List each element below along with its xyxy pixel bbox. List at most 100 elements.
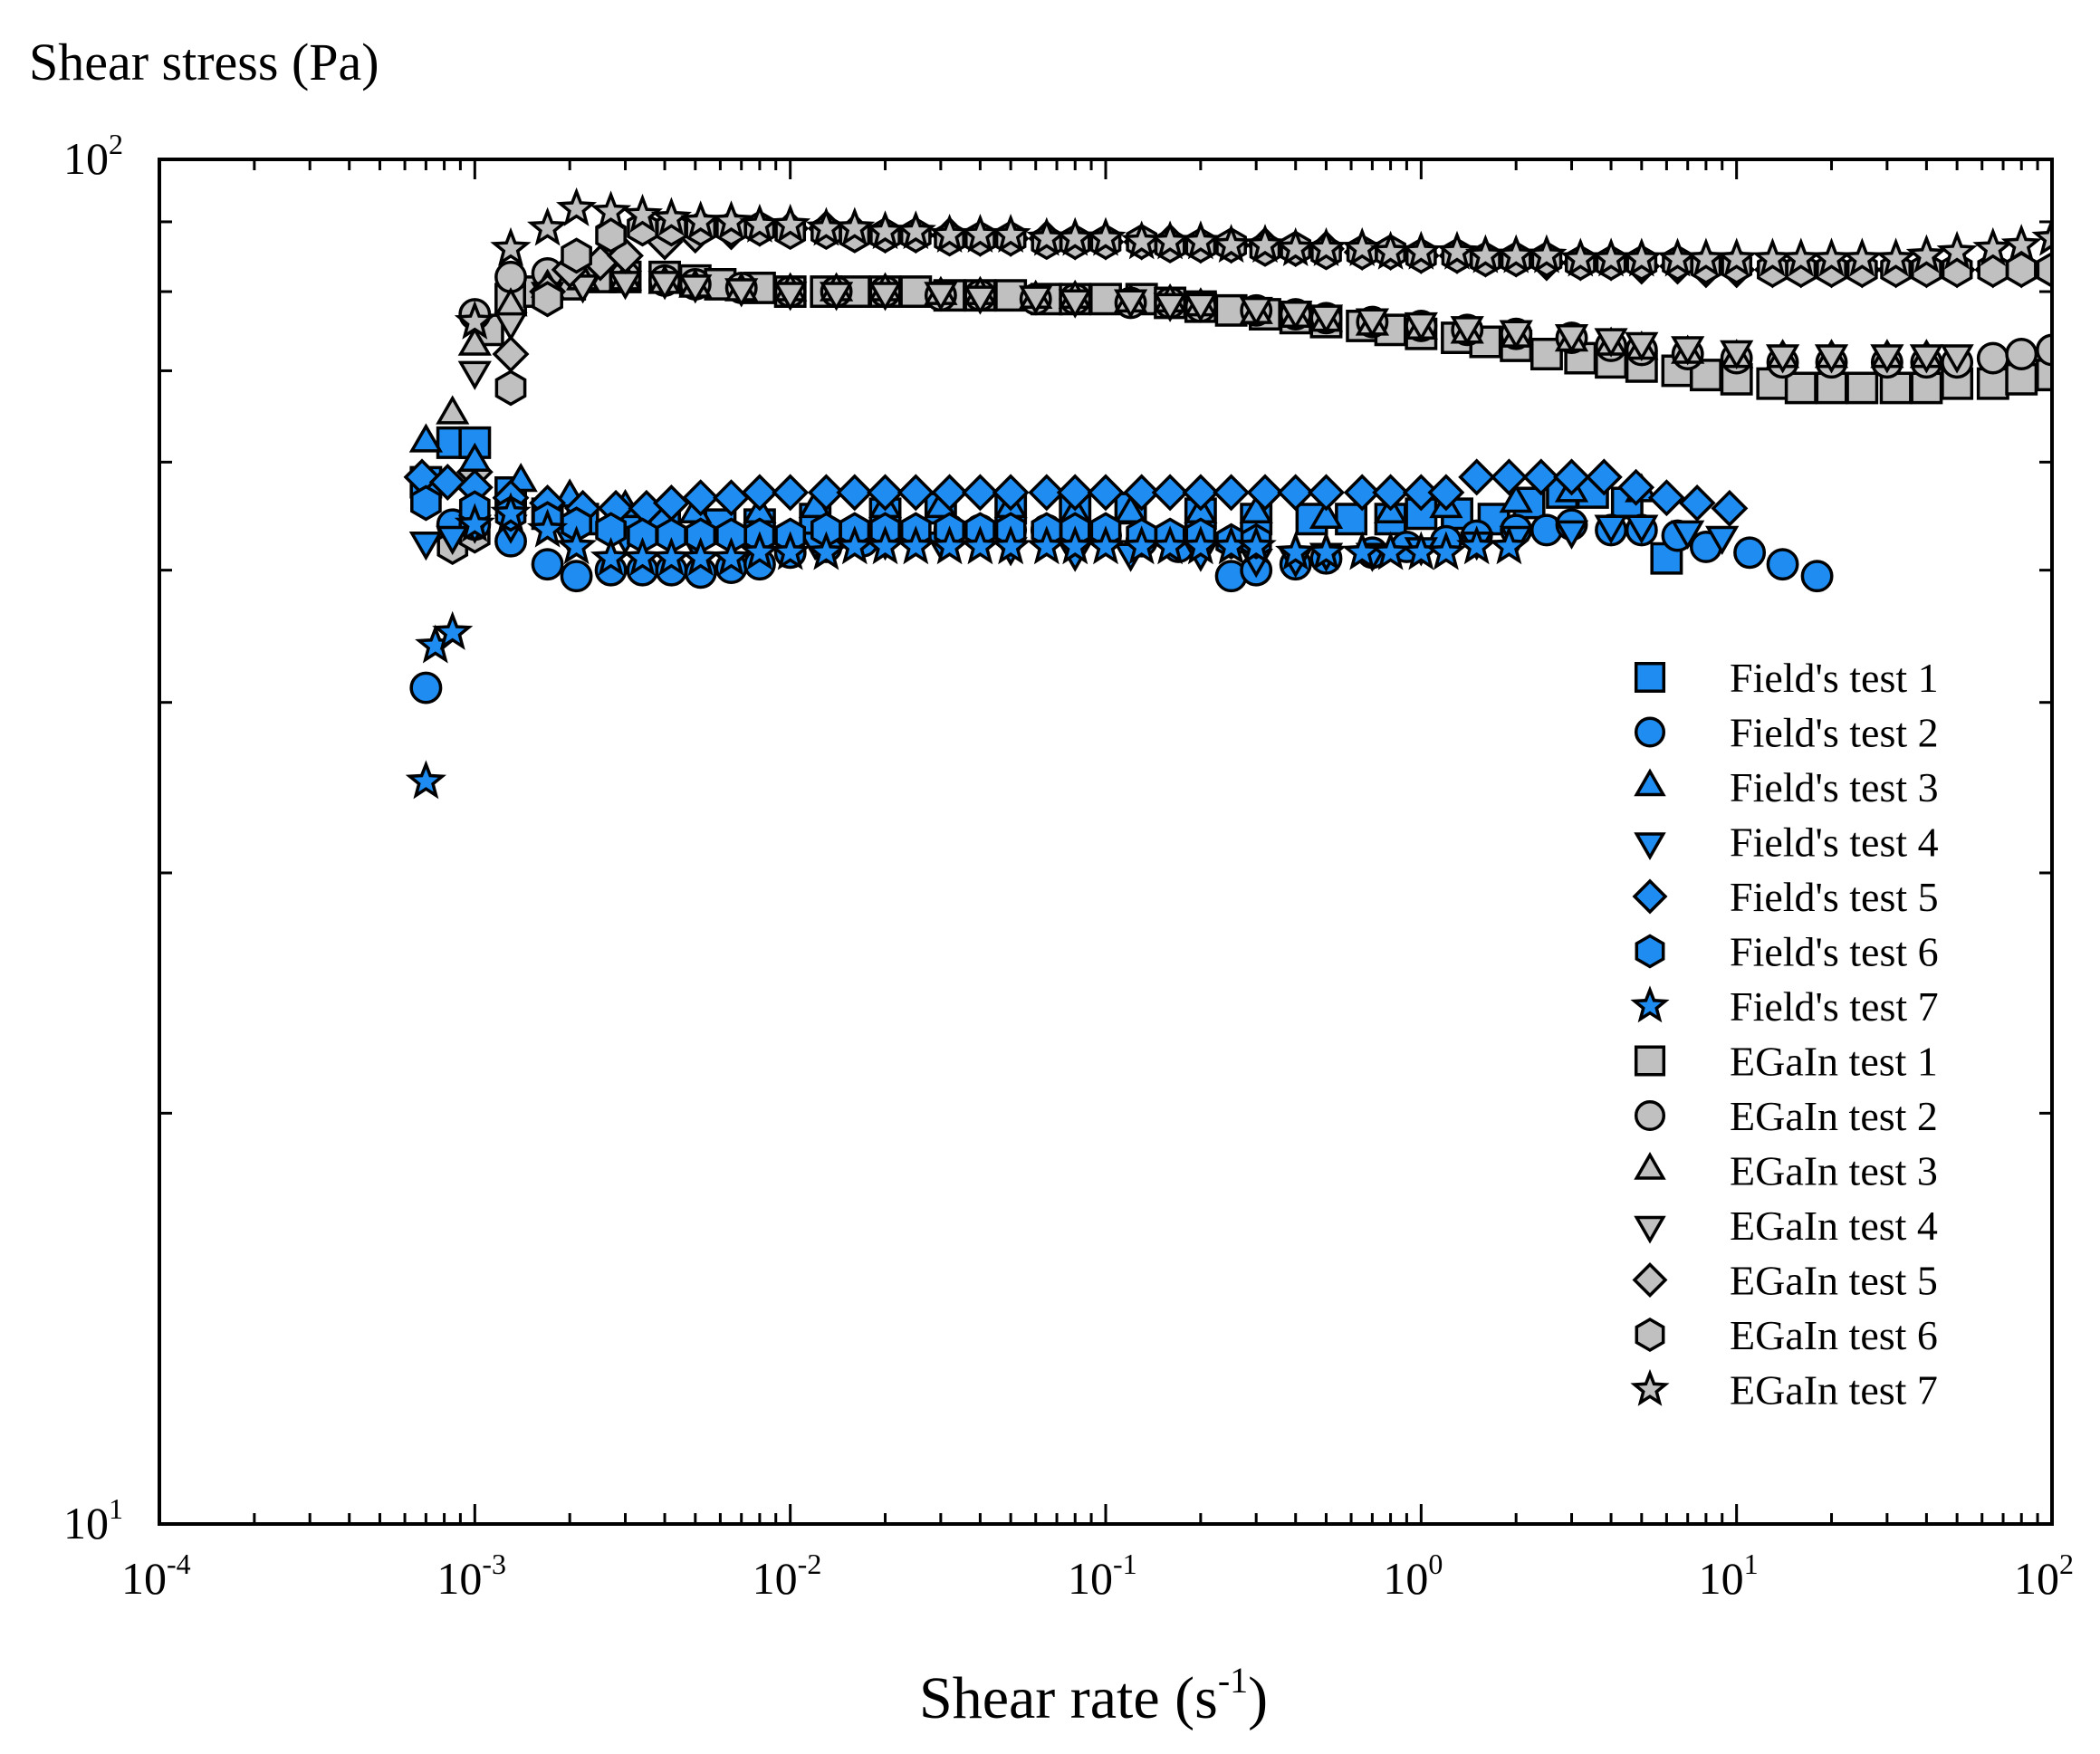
y-tick-label-base: 10 bbox=[63, 133, 109, 184]
x-tick-label-exp: -2 bbox=[798, 1548, 822, 1580]
data-point bbox=[1490, 458, 1528, 496]
legend-item: EGaIn test 5 bbox=[1632, 1258, 1938, 1304]
data-point bbox=[1279, 301, 1313, 331]
data-point bbox=[1239, 494, 1273, 524]
data-point bbox=[555, 187, 598, 226]
data-point bbox=[2005, 251, 2038, 288]
legend-label: EGaIn test 6 bbox=[1730, 1312, 1938, 1358]
data-point bbox=[2036, 251, 2052, 288]
legend-item: Field's test 4 bbox=[1634, 819, 1939, 866]
data-point bbox=[2031, 216, 2052, 256]
x-axis-label: Shear rate (s-1) bbox=[919, 1660, 1268, 1731]
legend-label: Field's test 1 bbox=[1730, 655, 1939, 701]
x-tick-label-base: 10 bbox=[753, 1553, 798, 1604]
x-tick-label-base: 10 bbox=[1699, 1553, 1744, 1604]
data-point bbox=[1277, 474, 1315, 512]
y-tick-label: 101 bbox=[63, 1492, 123, 1548]
data-point bbox=[1647, 479, 1685, 517]
data-point bbox=[1213, 474, 1251, 512]
data-point bbox=[1488, 525, 1530, 565]
legend-marker bbox=[1634, 768, 1666, 797]
x-tick-label: 10-2 bbox=[753, 1548, 822, 1604]
legend-marker bbox=[1635, 934, 1665, 969]
data-point bbox=[2036, 359, 2052, 392]
x-tick-label: 10-3 bbox=[436, 1548, 506, 1604]
data-point bbox=[1305, 226, 1347, 266]
x-tick-label-base: 10 bbox=[436, 1553, 482, 1604]
x-tick-label: 10-1 bbox=[1068, 1548, 1137, 1604]
data-point bbox=[1733, 536, 1767, 570]
data-point bbox=[1522, 458, 1560, 496]
data-point bbox=[992, 474, 1030, 512]
data-point bbox=[807, 474, 845, 512]
plot-frame bbox=[158, 158, 2054, 1526]
data-point bbox=[897, 474, 935, 512]
data-points bbox=[403, 187, 2052, 800]
legend-item: EGaIn test 2 bbox=[1634, 1093, 1938, 1139]
legend-label: EGaIn test 1 bbox=[1730, 1039, 1938, 1085]
data-point bbox=[1940, 344, 1974, 374]
x-tick-label-exp: -1 bbox=[1113, 1548, 1137, 1580]
legend-label: Field's test 2 bbox=[1730, 710, 1939, 756]
data-point bbox=[1716, 237, 1758, 277]
data-point bbox=[819, 282, 854, 312]
data-point bbox=[436, 525, 470, 556]
data-point bbox=[1123, 474, 1161, 512]
data-point bbox=[834, 206, 876, 246]
x-tick-label-exp: -3 bbox=[482, 1548, 506, 1580]
series-field-s-test-7 bbox=[405, 492, 1530, 800]
data-point bbox=[531, 548, 564, 581]
data-point bbox=[409, 671, 443, 704]
legend-item: EGaIn test 7 bbox=[1630, 1367, 1938, 1414]
data-point bbox=[1343, 474, 1381, 512]
data-point bbox=[647, 271, 682, 301]
data-point bbox=[494, 369, 527, 407]
data-point bbox=[1085, 216, 1127, 256]
data-point bbox=[710, 200, 753, 240]
legend: Field's test 1 Field's test 2 Field's test… bbox=[1630, 655, 1939, 1414]
data-point bbox=[650, 196, 693, 236]
data-point bbox=[532, 281, 563, 318]
data-point bbox=[526, 206, 569, 246]
data-point bbox=[595, 216, 627, 254]
legend-marker bbox=[1634, 1045, 1666, 1077]
data-point bbox=[1341, 226, 1383, 266]
legend-label: Field's test 3 bbox=[1730, 764, 1939, 810]
data-point bbox=[836, 474, 874, 512]
data-point bbox=[2000, 224, 2042, 264]
data-point bbox=[710, 536, 753, 576]
data-point bbox=[1058, 289, 1092, 319]
data-point bbox=[741, 474, 779, 512]
data-point bbox=[432, 610, 474, 650]
data-point bbox=[1905, 234, 1948, 273]
data-point bbox=[405, 760, 447, 800]
data-point bbox=[454, 300, 495, 340]
x-tick-label: 101 bbox=[1699, 1548, 1759, 1604]
data-point bbox=[1305, 531, 1347, 570]
data-point bbox=[1530, 338, 1563, 370]
data-point bbox=[621, 193, 664, 233]
data-point bbox=[1182, 474, 1220, 512]
data-point bbox=[1372, 474, 1410, 512]
data-point bbox=[1402, 474, 1440, 512]
data-point bbox=[1308, 474, 1345, 512]
data-point bbox=[1976, 341, 2009, 375]
data-point bbox=[1210, 224, 1252, 264]
data-point bbox=[963, 285, 998, 315]
data-point bbox=[560, 560, 593, 593]
data-point bbox=[1235, 525, 1277, 565]
data-point bbox=[1151, 474, 1189, 512]
data-point bbox=[1436, 230, 1478, 270]
data-point bbox=[436, 395, 470, 425]
data-point bbox=[2005, 338, 2038, 370]
data-point bbox=[805, 531, 847, 570]
data-point bbox=[773, 282, 808, 312]
data-point bbox=[494, 312, 528, 342]
legend-marker bbox=[1634, 1099, 1666, 1132]
data-point bbox=[1814, 344, 1849, 374]
data-point bbox=[990, 525, 1031, 565]
data-point bbox=[1705, 525, 1740, 555]
y-tick-label: 102 bbox=[63, 128, 123, 184]
data-point bbox=[1239, 296, 1273, 327]
